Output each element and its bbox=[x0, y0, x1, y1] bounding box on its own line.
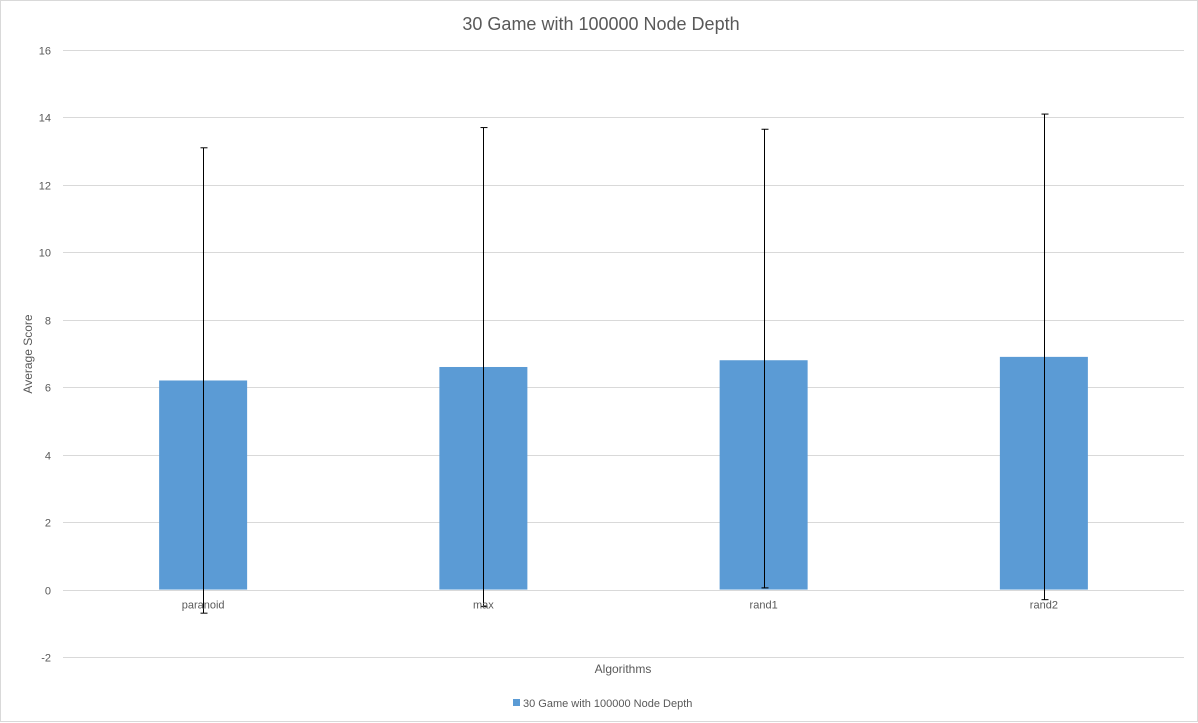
x-tick-label: rand2 bbox=[1030, 600, 1058, 612]
gridlines bbox=[63, 50, 1184, 658]
y-tick-label: 12 bbox=[39, 181, 51, 193]
x-axis-title: Algorithms bbox=[595, 662, 652, 676]
y-tick-label: 14 bbox=[39, 113, 51, 125]
y-tick-label: 10 bbox=[39, 248, 51, 260]
y-tick-label: 8 bbox=[45, 316, 51, 328]
y-axis-title: Average Score bbox=[21, 314, 35, 393]
legend-swatch bbox=[513, 699, 520, 706]
x-axis-ticks: paranoid max rand1 rand2 bbox=[182, 600, 1058, 612]
error-bars bbox=[200, 113, 1049, 614]
y-tick-label: 16 bbox=[39, 46, 51, 58]
y-tick-label: 4 bbox=[45, 451, 51, 463]
y-tick-label: 0 bbox=[45, 586, 51, 598]
x-tick-label: max bbox=[473, 600, 494, 612]
legend-label: 30 Game with 100000 Node Depth bbox=[523, 698, 692, 710]
chart-title: 30 Game with 100000 Node Depth bbox=[462, 14, 739, 34]
x-tick-label: paranoid bbox=[182, 600, 225, 612]
bars bbox=[159, 356, 1088, 590]
bar bbox=[719, 360, 808, 590]
y-axis-ticks: -2 0 2 4 6 8 10 12 14 16 bbox=[39, 46, 51, 665]
legend[interactable]: 30 Game with 100000 Node Depth bbox=[513, 698, 692, 710]
bar bbox=[999, 356, 1088, 590]
y-tick-label: 6 bbox=[45, 383, 51, 395]
y-tick-label: -2 bbox=[41, 653, 51, 665]
x-tick-label: rand1 bbox=[750, 600, 778, 612]
y-tick-label: 2 bbox=[45, 518, 51, 530]
